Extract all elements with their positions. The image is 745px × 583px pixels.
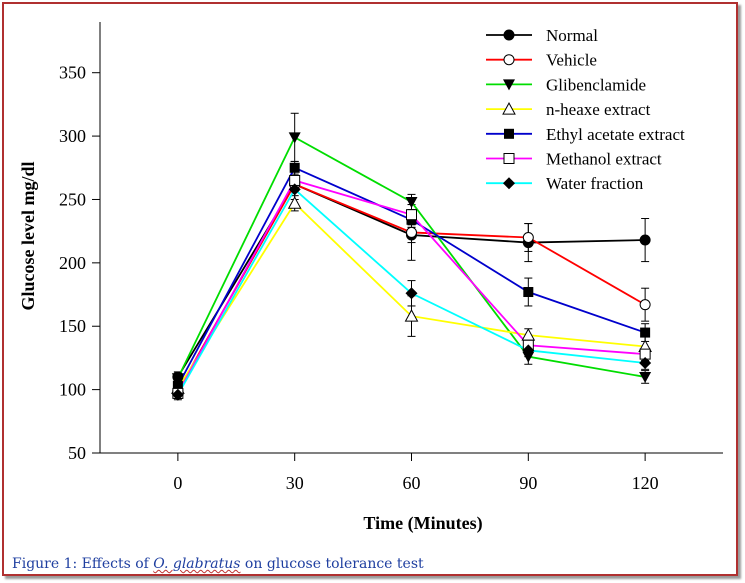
legend-marker	[503, 177, 515, 190]
data-point	[523, 287, 534, 298]
data-point	[639, 299, 651, 311]
legend-marker	[503, 153, 515, 164]
caption-species: O. glabratus	[153, 556, 241, 572]
data-point	[171, 388, 184, 401]
data-point	[289, 162, 300, 173]
legend-label: Water fraction	[546, 174, 644, 193]
legend-marker	[502, 102, 516, 115]
axes: 50 100 150 200 250 300 350 0 30 60 90 120	[59, 22, 723, 493]
y-tick-label: 200	[59, 253, 86, 273]
data-point	[171, 373, 184, 385]
caption-prefix: Figure 1: Effects of	[12, 556, 154, 572]
data-point	[405, 287, 418, 300]
legend-label: Vehicle	[546, 51, 597, 70]
data-point	[406, 209, 417, 221]
x-axis-label: Time (Minutes)	[363, 513, 482, 534]
legend-label: Methanol extract	[546, 150, 662, 169]
x-tick-label: 0	[173, 473, 182, 493]
legend-marker	[504, 128, 514, 139]
data-point	[639, 234, 651, 246]
data-point	[287, 196, 302, 209]
y-tick-label: 100	[59, 380, 86, 400]
x-tick-label: 60	[403, 473, 421, 493]
legend-label: Glibenclamide	[546, 75, 646, 94]
legend-marker	[503, 29, 515, 41]
figure-frame	[2, 2, 738, 576]
data-point	[406, 226, 417, 238]
x-tick-label: 90	[519, 473, 537, 493]
legend-label: Ethyl acetate extract	[546, 125, 685, 144]
data-point	[404, 309, 419, 322]
data-point	[288, 183, 301, 196]
legend: Normal Vehicle Glibenclamide n-heaxe extrac…	[486, 26, 685, 193]
data-point	[639, 371, 652, 383]
legend-label: Normal	[546, 26, 598, 45]
data-point	[405, 197, 418, 209]
legend-label: n-heaxe extract	[546, 100, 651, 119]
data-point	[640, 327, 651, 338]
x-tick-label: 30	[286, 473, 304, 493]
data-point	[522, 344, 535, 357]
y-tick-label: 50	[68, 443, 86, 463]
x-tick-label: 120	[632, 473, 659, 493]
y-tick-label: 250	[59, 189, 86, 209]
legend-marker	[503, 54, 515, 66]
legend-marker	[503, 79, 515, 91]
data-point	[522, 232, 534, 243]
y-tick-label: 300	[59, 126, 86, 146]
y-tick-label: 350	[59, 63, 86, 83]
y-tick-label: 150	[59, 316, 86, 336]
series-markers	[171, 132, 652, 401]
data-point	[639, 356, 652, 369]
y-axis-label: Glucose level mg/dl	[18, 162, 38, 311]
data-point	[172, 380, 183, 391]
caption-suffix: on glucose tolerance test	[240, 556, 424, 572]
data-point	[522, 351, 535, 363]
data-point	[288, 132, 301, 144]
figure-caption: Figure 1: Effects of O. glabratus on glu…	[12, 556, 424, 572]
